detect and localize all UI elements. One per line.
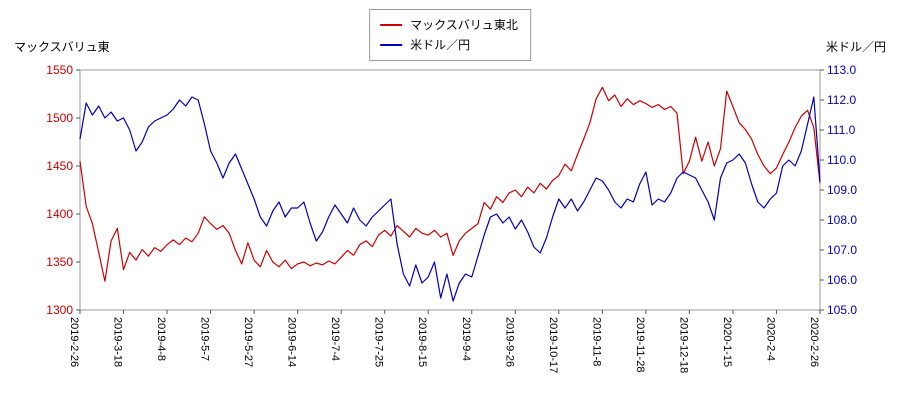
x-tick-label: 2019-7-4 — [329, 317, 342, 362]
x-tick-label: 2019-9-26 — [503, 317, 516, 368]
y-tick-label-right: 107.0 — [827, 243, 858, 257]
legend-item-stock: マックスバリュ東北 — [380, 15, 518, 35]
y-tick-label-left: 1300 — [46, 303, 73, 317]
y-tick-label-left: 1350 — [46, 255, 73, 269]
y-tick-label-left: 1450 — [46, 159, 73, 173]
blue-line-swatch — [380, 44, 403, 46]
legend: マックスバリュ東北 米ドル／円 — [369, 9, 531, 61]
left-axis-title: マックスバリュ東 — [14, 40, 110, 54]
x-tick-label: 2019-12-18 — [677, 317, 690, 374]
x-tick-label: 2019-6-14 — [285, 317, 298, 368]
x-tick-label: 2019-11-28 — [633, 317, 646, 373]
x-tick-label: 2019-5-27 — [242, 317, 255, 368]
y-tick-label-left: 1550 — [46, 63, 73, 77]
x-tick-label: 2019-11-8 — [590, 317, 603, 367]
legend-item-fx: 米ドル／円 — [380, 35, 518, 55]
y-tick-label-right: 113.0 — [827, 63, 857, 77]
y-tick-label-right: 105.0 — [827, 303, 858, 317]
right-axis-title: 米ドル／円 — [825, 40, 886, 54]
x-tick-label: 2019-9-4 — [459, 317, 472, 362]
x-tick-label: 2019-4-8 — [155, 317, 168, 362]
y-tick-label-left: 1500 — [46, 111, 73, 125]
y-tick-label-right: 110.0 — [827, 153, 857, 167]
usd-jpy-line — [79, 96, 821, 302]
x-tick-label: 2019-3-18 — [111, 317, 124, 368]
x-tick-label: 2019-2-26 — [68, 317, 80, 368]
legend-label-stock: マックスバリュ東北 — [410, 18, 518, 32]
y-tick-label-right: 106.0 — [827, 273, 858, 287]
stock-price-line — [79, 86, 821, 282]
x-tick-label: 2020-2-26 — [808, 317, 820, 368]
plot-frame — [79, 69, 821, 311]
x-tick-label: 2019-7-25 — [372, 317, 385, 368]
y-tick-label-right: 112.0 — [827, 93, 857, 107]
x-tick-label: 2019-8-15 — [416, 317, 429, 368]
y-tick-label-right: 109.0 — [827, 183, 858, 197]
y-tick-label-right: 111.0 — [827, 123, 856, 137]
x-tick-label: 2020-2-4 — [764, 317, 777, 362]
y-tick-label-right: 108.0 — [827, 213, 858, 227]
x-tick-label: 2020-1-15 — [720, 317, 733, 368]
legend-label-fx: 米ドル／円 — [410, 38, 471, 52]
red-line-swatch — [380, 24, 403, 26]
y-tick-label-left: 1400 — [46, 207, 73, 221]
x-tick-label: 2019-10-17 — [546, 317, 559, 374]
x-tick-label: 2019-5-7 — [198, 317, 211, 362]
